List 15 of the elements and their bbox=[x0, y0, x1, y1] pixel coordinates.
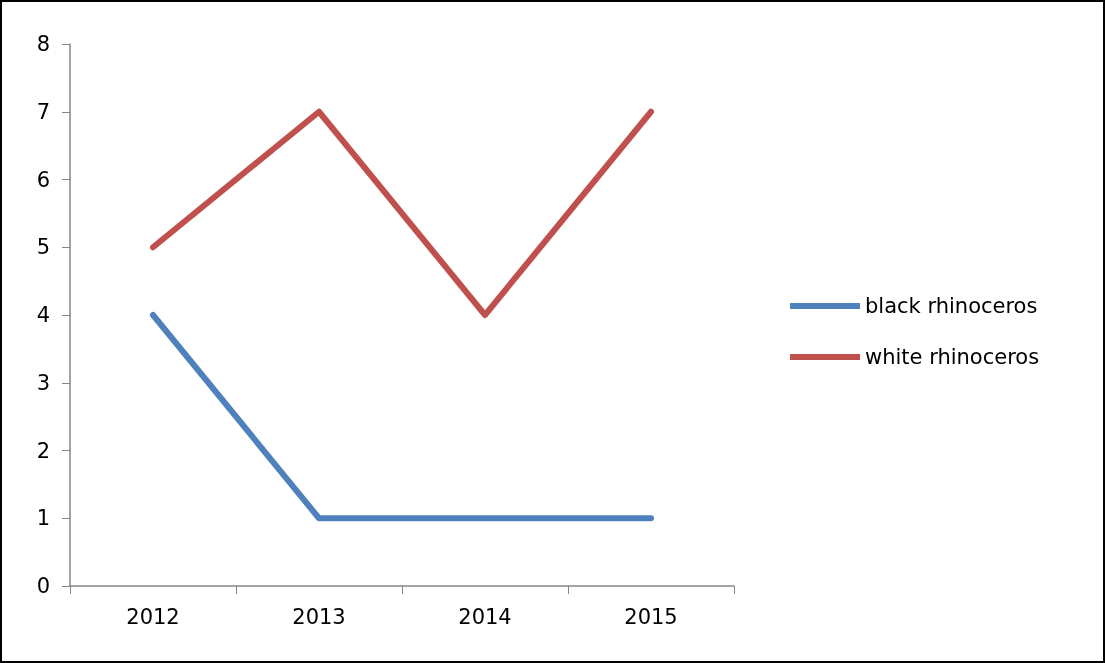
y-tick-label: 5 bbox=[36, 235, 50, 260]
y-tick-label: 7 bbox=[36, 99, 50, 124]
y-tick-label: 6 bbox=[36, 167, 50, 192]
y-tick-label: 8 bbox=[36, 32, 50, 56]
y-tick-label: 3 bbox=[36, 370, 50, 395]
y-tick-label: 1 bbox=[36, 506, 50, 531]
legend-label: white rhinoceros bbox=[865, 345, 1040, 369]
y-tick-label: 0 bbox=[36, 574, 50, 598]
y-tick-label: 2 bbox=[36, 438, 50, 463]
x-tick-label: 2015 bbox=[624, 604, 678, 629]
x-tick-label: 2014 bbox=[458, 604, 512, 629]
x-tick-label: 2012 bbox=[126, 604, 180, 629]
legend-label: black rhinoceros bbox=[865, 294, 1038, 318]
y-tick-label: 4 bbox=[36, 303, 50, 327]
x-tick-label: 2013 bbox=[292, 604, 346, 629]
